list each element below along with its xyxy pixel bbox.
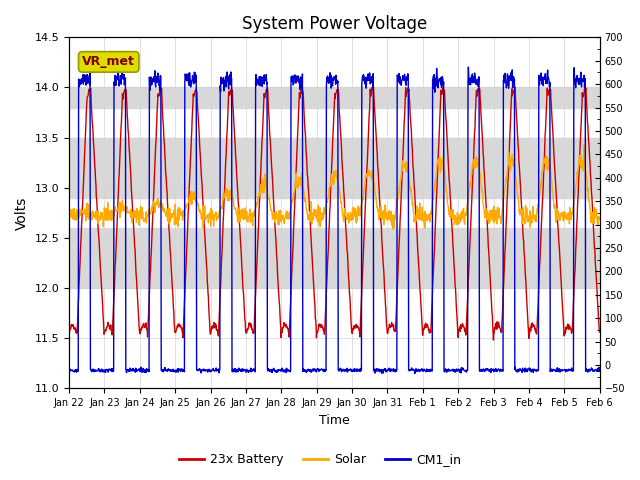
- X-axis label: Time: Time: [319, 414, 349, 427]
- Bar: [69, 87, 600, 108]
- Title: System Power Voltage: System Power Voltage: [242, 15, 427, 33]
- Bar: [69, 138, 600, 198]
- Bar: [69, 228, 600, 288]
- Y-axis label: Volts: Volts: [15, 196, 29, 229]
- Text: VR_met: VR_met: [83, 55, 135, 69]
- Legend: 23x Battery, Solar, CM1_in: 23x Battery, Solar, CM1_in: [174, 448, 466, 471]
